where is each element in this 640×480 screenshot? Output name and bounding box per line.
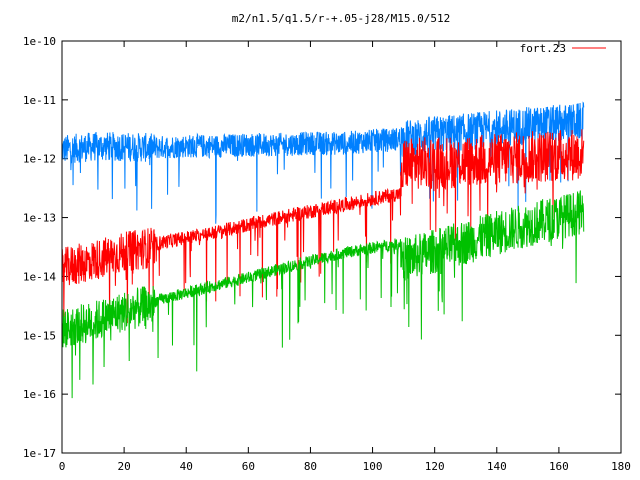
legend: fort.23: [520, 42, 606, 55]
y-tick-label: 1e-12: [23, 153, 56, 166]
series-layer: [61, 101, 585, 399]
legend-label: fort.23: [520, 42, 566, 55]
x-tick-label: 0: [59, 460, 66, 473]
y-tick-label: 1e-15: [23, 329, 56, 342]
x-tick-label: 60: [242, 460, 255, 473]
plot-frame: [61, 40, 622, 454]
y-tick-label: 1e-16: [23, 388, 56, 401]
x-tick-label: 140: [487, 460, 507, 473]
chart-title: m2/n1.5/q1.5/r-+.05-j28/M15.0/512: [232, 12, 451, 25]
x-tick-label: 180: [611, 460, 631, 473]
series-line: [61, 101, 585, 224]
y-tick-label: 1e-13: [23, 212, 56, 225]
x-axis-ticks: 0 20 40 60 80 100 120 140 160 180: [59, 41, 631, 473]
x-tick-label: 120: [425, 460, 445, 473]
x-tick-label: 40: [180, 460, 193, 473]
y-tick-label: 1e-14: [23, 270, 56, 283]
y-tick-label: 1e-11: [23, 94, 56, 107]
x-tick-label: 20: [117, 460, 130, 473]
y-tick-label: 1e-17: [23, 447, 56, 460]
series-line: [61, 190, 585, 399]
x-tick-label: 100: [363, 460, 383, 473]
series-line: [61, 129, 585, 325]
x-tick-label: 160: [549, 460, 569, 473]
y-tick-label: 1e-10: [23, 35, 56, 48]
y-axis-ticks: 1e-17 1e-16 1e-15 1e-14 1e-13 1e-12 1e-11 1e-10: [23, 35, 621, 460]
x-tick-label: 80: [304, 460, 317, 473]
